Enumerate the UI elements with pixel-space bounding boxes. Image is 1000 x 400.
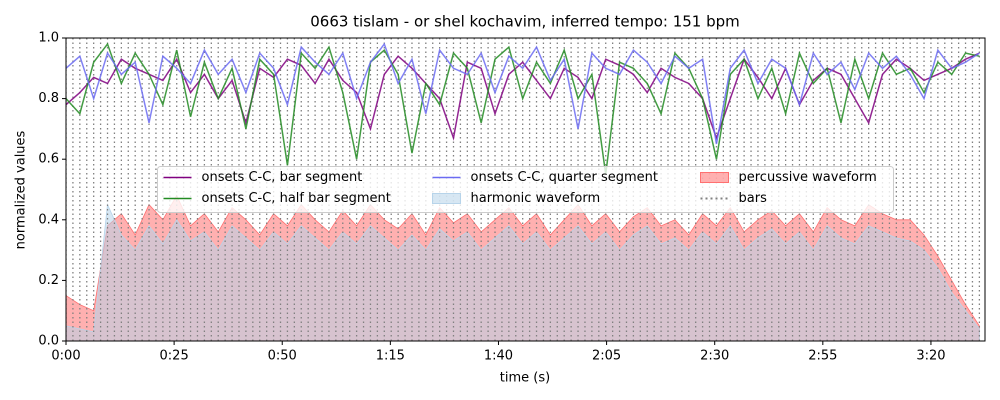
series-line <box>66 42 980 145</box>
legend-label: harmonic waveform <box>471 191 601 206</box>
legend-swatch <box>700 172 729 183</box>
plot-area <box>66 38 981 341</box>
series-line <box>66 42 980 175</box>
y-tick-label: 1.0 <box>38 31 59 46</box>
plot-frame <box>65 37 986 342</box>
chart-title: 0663 tislam - or shel kochavim, inferred… <box>310 13 740 31</box>
legend-label: onsets C-C, bar segment <box>202 170 363 185</box>
y-tick-label: 0.0 <box>38 334 59 349</box>
legend-label: bars <box>739 191 768 206</box>
legend-swatch <box>432 193 461 204</box>
y-tick-label: 0.4 <box>38 212 59 227</box>
x-tick-label: 3:20 <box>916 349 945 364</box>
legend-label: onsets C-C, half bar segment <box>202 191 391 206</box>
y-tick-label: 0.8 <box>38 91 59 106</box>
x-tick-label: 2:30 <box>700 349 729 364</box>
x-tick-label: 1:40 <box>484 349 513 364</box>
x-axis-label: time (s) <box>500 371 550 386</box>
x-tick-label: 0:25 <box>160 349 189 364</box>
x-tick-label: 2:55 <box>808 349 837 364</box>
legend-label: percussive waveform <box>739 170 877 185</box>
y-tick-label: 0.2 <box>38 273 59 288</box>
x-tick-label: 0:50 <box>268 349 297 364</box>
x-tick-label: 1:15 <box>376 349 405 364</box>
x-tick-label: 0:00 <box>51 349 80 364</box>
x-tick-label: 2:05 <box>592 349 621 364</box>
y-axis-label: normalized values <box>14 130 29 249</box>
legend-label: onsets C-C, quarter segment <box>471 170 658 185</box>
y-tick-label: 0.6 <box>38 152 59 167</box>
